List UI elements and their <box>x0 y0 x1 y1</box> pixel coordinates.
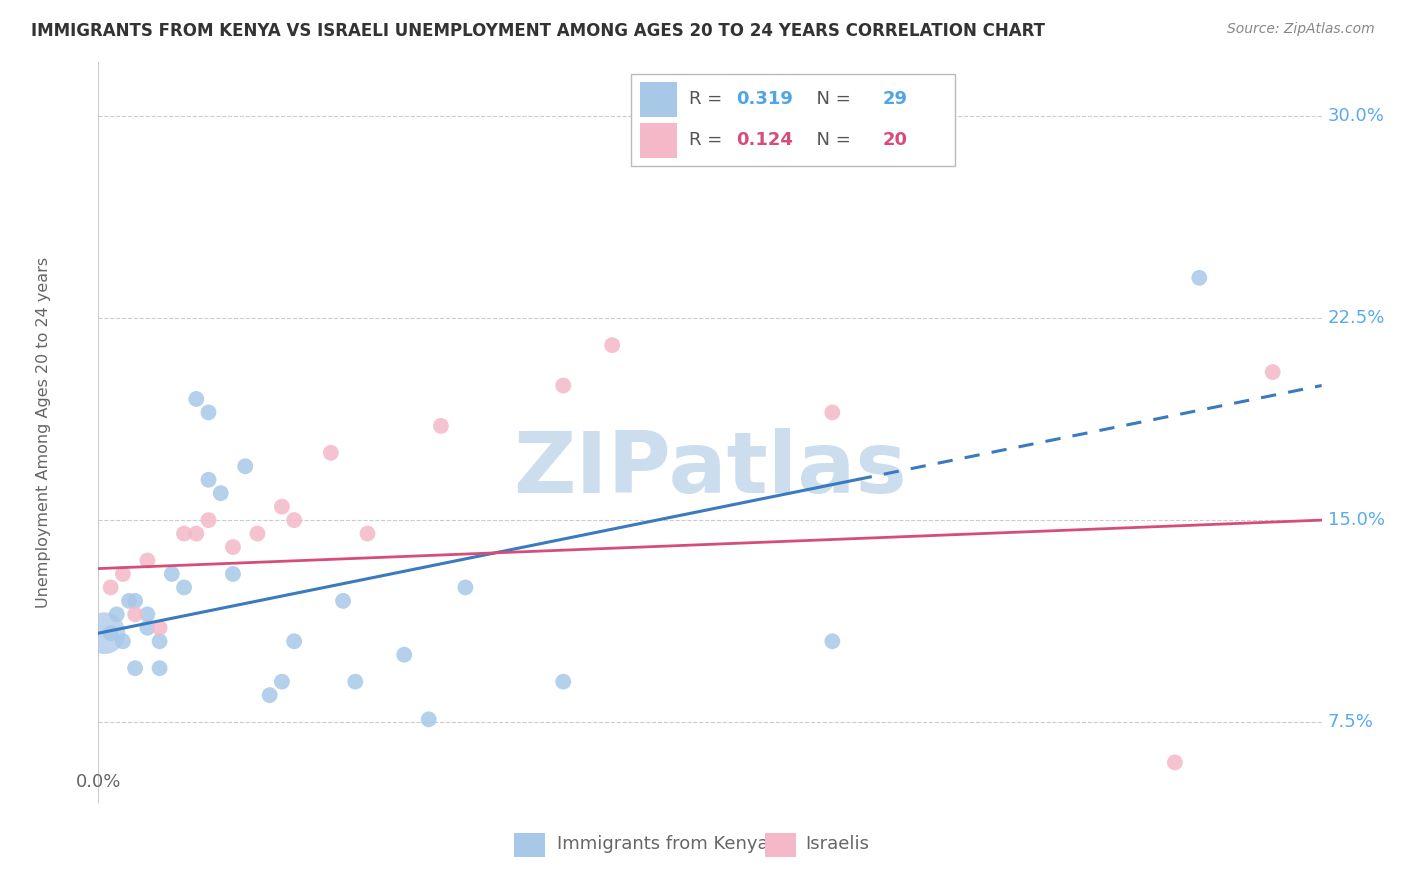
Point <box>1164 756 1187 770</box>
Point <box>332 594 354 608</box>
Text: Israelis: Israelis <box>806 835 869 853</box>
Point <box>222 540 245 554</box>
Point <box>173 526 195 541</box>
FancyBboxPatch shape <box>765 833 796 857</box>
Point <box>1261 365 1284 379</box>
Point <box>105 607 128 622</box>
Text: R =: R = <box>689 90 728 109</box>
Point <box>136 621 159 635</box>
Point <box>392 648 416 662</box>
Point <box>186 526 208 541</box>
Text: Immigrants from Kenya: Immigrants from Kenya <box>557 835 769 853</box>
Text: 22.5%: 22.5% <box>1327 310 1385 327</box>
Point <box>430 418 453 433</box>
Point <box>821 634 844 648</box>
Point <box>149 634 172 648</box>
Point <box>111 566 134 581</box>
Text: N =: N = <box>806 90 856 109</box>
Point <box>270 500 292 514</box>
FancyBboxPatch shape <box>515 833 546 857</box>
Point <box>197 405 219 419</box>
Point <box>93 626 115 640</box>
Point <box>111 634 134 648</box>
Text: 29: 29 <box>883 90 907 109</box>
Point <box>124 661 146 675</box>
Text: Unemployment Among Ages 20 to 24 years: Unemployment Among Ages 20 to 24 years <box>37 257 51 608</box>
Point <box>356 526 378 541</box>
Point <box>149 621 172 635</box>
Point <box>821 405 844 419</box>
Point <box>270 674 292 689</box>
Point <box>124 607 146 622</box>
Point <box>186 392 208 406</box>
Point <box>197 513 219 527</box>
Point <box>600 338 623 352</box>
Point <box>233 459 256 474</box>
Point <box>553 378 575 392</box>
Point <box>222 566 245 581</box>
Point <box>283 513 305 527</box>
Point <box>283 634 305 648</box>
Point <box>259 688 281 702</box>
Text: 20: 20 <box>883 131 907 149</box>
Point <box>100 581 122 595</box>
Text: 0.319: 0.319 <box>735 90 793 109</box>
Point <box>246 526 269 541</box>
Point <box>454 581 477 595</box>
Point <box>319 446 342 460</box>
FancyBboxPatch shape <box>640 123 678 158</box>
Point <box>136 553 159 567</box>
Text: ZIPatlas: ZIPatlas <box>513 428 907 511</box>
Text: Source: ZipAtlas.com: Source: ZipAtlas.com <box>1227 22 1375 37</box>
Text: R =: R = <box>689 131 728 149</box>
Point <box>418 712 440 726</box>
Point <box>124 594 146 608</box>
Text: N =: N = <box>806 131 856 149</box>
Point <box>136 607 159 622</box>
Point <box>553 674 575 689</box>
Text: 0.0%: 0.0% <box>76 773 121 791</box>
Text: 7.5%: 7.5% <box>1327 713 1374 731</box>
Point <box>149 661 172 675</box>
Point <box>118 594 141 608</box>
Point <box>197 473 219 487</box>
FancyBboxPatch shape <box>630 73 955 166</box>
Point <box>100 626 122 640</box>
FancyBboxPatch shape <box>640 82 678 117</box>
Point <box>1188 270 1211 285</box>
Point <box>209 486 232 500</box>
Point <box>344 674 367 689</box>
Text: IMMIGRANTS FROM KENYA VS ISRAELI UNEMPLOYMENT AMONG AGES 20 TO 24 YEARS CORRELAT: IMMIGRANTS FROM KENYA VS ISRAELI UNEMPLO… <box>31 22 1045 40</box>
Text: 15.0%: 15.0% <box>1327 511 1385 529</box>
Point <box>173 581 195 595</box>
Point <box>160 566 183 581</box>
Text: 30.0%: 30.0% <box>1327 107 1385 125</box>
Text: 0.124: 0.124 <box>735 131 793 149</box>
